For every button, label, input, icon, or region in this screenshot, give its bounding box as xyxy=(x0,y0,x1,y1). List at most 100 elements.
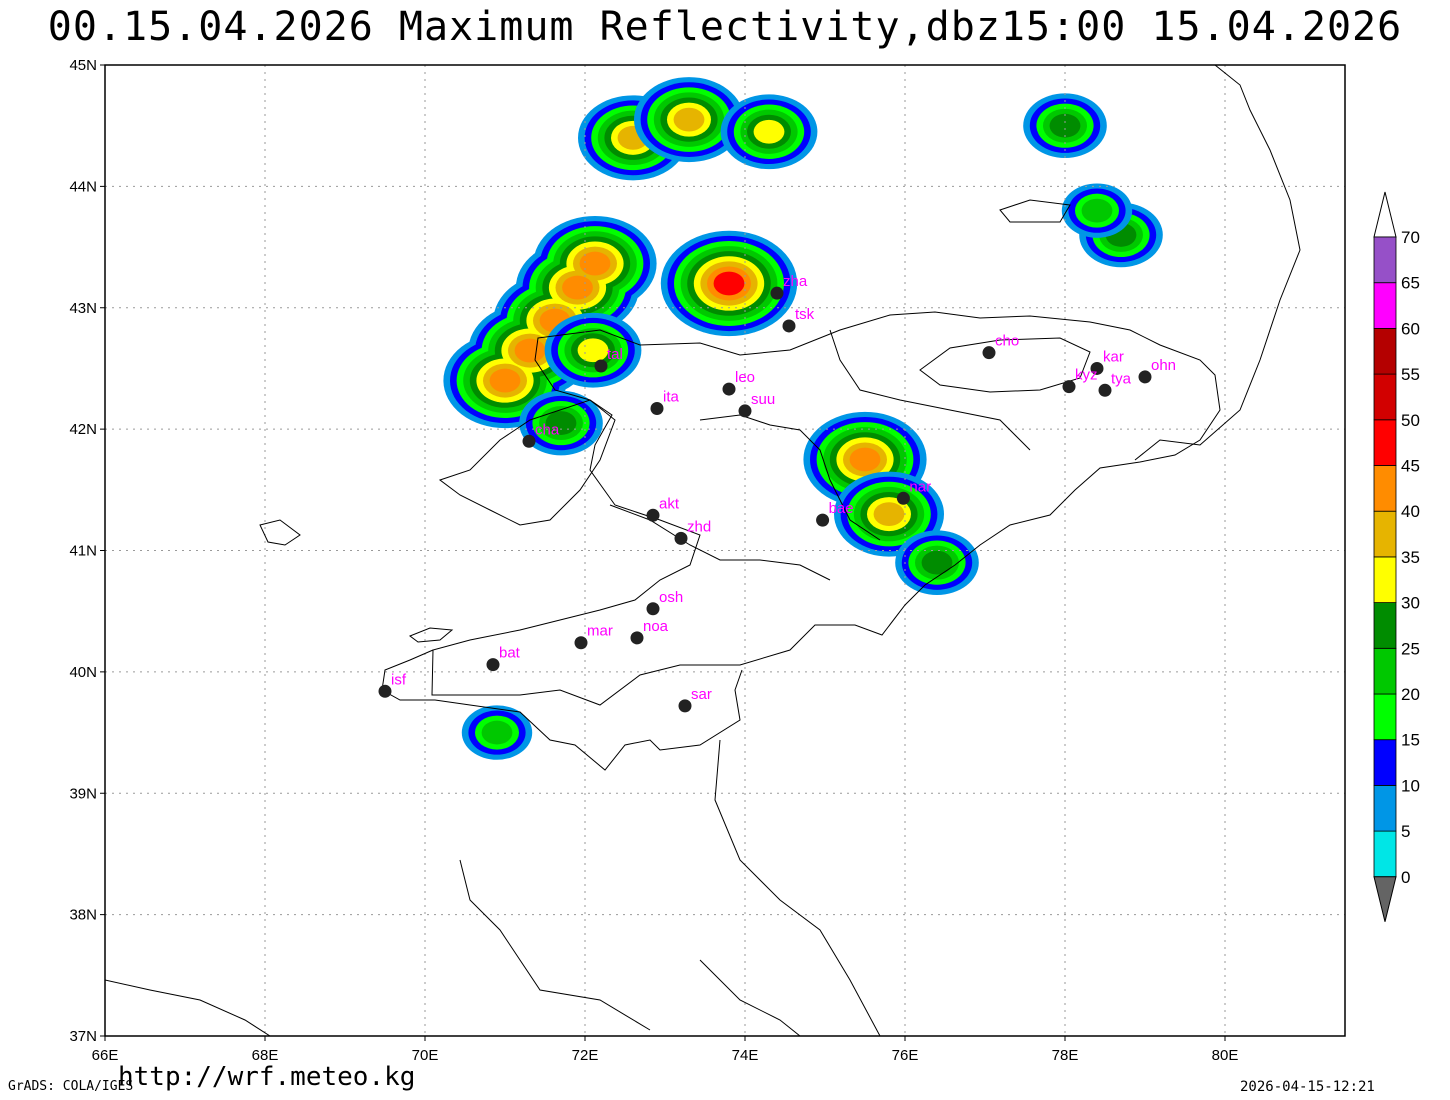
station-marker xyxy=(1062,380,1076,394)
station-marker xyxy=(770,286,784,300)
colorbar-swatch xyxy=(1373,739,1397,786)
lon-tick-label: 74E xyxy=(732,1047,759,1064)
lat-tick-label: 45N xyxy=(69,57,97,74)
colorbar-swatch xyxy=(1373,465,1397,512)
colorbar-swatch xyxy=(1373,282,1397,329)
station-label: kar xyxy=(1103,348,1124,365)
colorbar-under-arrow xyxy=(1373,876,1397,922)
echo-cell xyxy=(544,312,642,388)
station-label: tal xyxy=(607,346,623,363)
colorbar-label: 55 xyxy=(1401,365,1420,384)
lon-tick-label: 78E xyxy=(1052,1047,1079,1064)
colorbar-label: 10 xyxy=(1401,776,1420,795)
station-label: tya xyxy=(1111,370,1132,387)
station-label: mar xyxy=(587,623,613,640)
station-marker xyxy=(738,404,752,418)
station-marker xyxy=(630,631,644,645)
echo-contour xyxy=(849,447,881,472)
colorbar-label: 70 xyxy=(1401,228,1420,247)
station-label: ita xyxy=(663,388,680,405)
colorbar-label: 40 xyxy=(1401,502,1420,521)
lon-tick-label: 72E xyxy=(572,1047,599,1064)
colorbar-swatch xyxy=(1373,602,1397,649)
colorbar-label: 35 xyxy=(1401,548,1420,567)
lon-tick-label: 80E xyxy=(1212,1047,1239,1064)
echo-cell xyxy=(660,230,798,337)
station-label: noa xyxy=(643,618,669,635)
echo-contour xyxy=(753,119,785,144)
lon-tick-label: 70E xyxy=(412,1047,439,1064)
station-label: isf xyxy=(391,671,407,688)
colorbar-legend: 0 5 10 15 20 25 30 35 40 45 50 55 60 65 70 xyxy=(1373,191,1420,922)
echo-contour xyxy=(1081,198,1113,223)
station-label: osh xyxy=(659,589,683,606)
kyrgyzstan-border xyxy=(431,311,1221,706)
axis-ticks: 66E 68E 70E 72E 74E 76E 78E 80E 37N 38N 39N 40N 41N 4… xyxy=(69,57,1238,1064)
border-14 xyxy=(609,504,831,581)
echo-cell xyxy=(1023,93,1107,158)
lon-tick-label: 68E xyxy=(252,1047,279,1064)
lat-lon-grid xyxy=(105,65,1345,1036)
echo-contour xyxy=(673,107,705,132)
colorbar-label: 60 xyxy=(1401,319,1420,338)
station-label: ohn xyxy=(1151,357,1176,374)
lat-tick-label: 44N xyxy=(69,178,97,195)
colorbar-over-arrow xyxy=(1373,191,1397,238)
colorbar-swatch xyxy=(1373,236,1397,284)
station-marker xyxy=(522,434,536,448)
echo-cell xyxy=(720,94,818,170)
echo-contour xyxy=(577,338,609,363)
colorbar-swatch xyxy=(1373,510,1397,558)
border-8 xyxy=(699,959,801,1036)
lat-tick-label: 38N xyxy=(69,907,97,924)
station-marker xyxy=(896,491,910,505)
station-marker xyxy=(646,508,660,522)
station-label: sar xyxy=(691,686,712,703)
echo-contour xyxy=(489,368,521,393)
colorbar-label: 20 xyxy=(1401,685,1420,704)
border-5 xyxy=(714,739,881,1036)
colorbar-swatch xyxy=(1373,785,1397,832)
colorbar-swatch xyxy=(1373,327,1397,375)
station-marker xyxy=(1138,370,1152,384)
colorbar-label: 15 xyxy=(1401,731,1420,750)
colorbar-label: 30 xyxy=(1401,594,1420,613)
echo-cell xyxy=(634,77,744,163)
station-label: suu xyxy=(751,391,775,408)
colorbar-swatch xyxy=(1373,373,1397,421)
station-label: akt xyxy=(659,495,680,512)
colorbar-swatch xyxy=(1373,556,1397,604)
lon-tick-label: 76E xyxy=(892,1047,919,1064)
station-marker xyxy=(650,401,664,415)
colorbar-swatch xyxy=(1373,647,1397,695)
station-label: tsk xyxy=(795,306,815,323)
station-label: bae xyxy=(829,500,854,517)
border-9 xyxy=(999,199,1071,223)
echo-contour xyxy=(562,275,593,300)
station-marker xyxy=(378,684,392,698)
station-marker xyxy=(574,636,588,650)
grads-credit: GrADS: COLA/IGES xyxy=(8,1079,134,1094)
colorbar-label: 5 xyxy=(1401,822,1410,841)
border-12 xyxy=(408,627,454,643)
border-2 xyxy=(438,399,616,526)
lon-tick-label: 66E xyxy=(92,1047,119,1064)
station-marker xyxy=(1098,383,1112,397)
border-6 xyxy=(105,979,271,1036)
echo-cell xyxy=(895,530,979,595)
echo-contour xyxy=(1049,113,1081,138)
lat-tick-label: 39N xyxy=(69,785,97,802)
colorbar-label: 0 xyxy=(1401,868,1410,887)
station-marker xyxy=(594,359,608,373)
echo-contour xyxy=(579,251,611,276)
border-15 xyxy=(829,329,1031,451)
lat-tick-label: 42N xyxy=(69,421,97,438)
station-marker xyxy=(722,382,736,396)
station-label: cha xyxy=(535,421,560,438)
colorbar-swatch xyxy=(1373,830,1397,878)
lat-tick-label: 40N xyxy=(69,664,97,681)
border-11 xyxy=(259,519,301,546)
border-7 xyxy=(459,859,651,1031)
